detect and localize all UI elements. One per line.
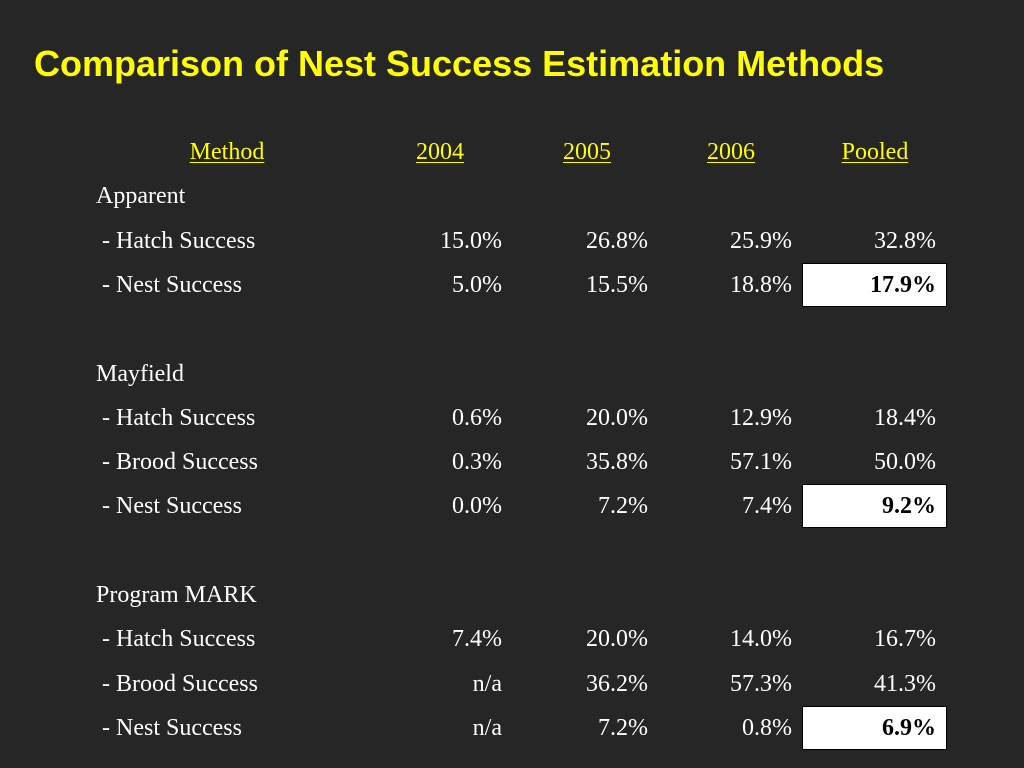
row-label: - Brood Success <box>96 449 258 476</box>
group-label: Mayfield <box>96 360 184 387</box>
table-cell: 7.2% <box>598 714 648 741</box>
table-cell: 57.3% <box>730 670 792 697</box>
table-cell: 0.8% <box>742 714 792 741</box>
pooled-nest-success-value: 9.2% <box>882 493 936 520</box>
pooled-nest-success-value: 6.9% <box>882 714 936 741</box>
table-cell: 36.2% <box>586 670 648 697</box>
table-cell: 16.7% <box>874 626 936 653</box>
pooled-nest-success-value: 17.9% <box>870 271 936 298</box>
table-cell: 0.6% <box>452 404 502 431</box>
row-label: - Brood Success <box>96 670 258 697</box>
table-cell: 20.0% <box>586 404 648 431</box>
table-cell: 12.9% <box>730 404 792 431</box>
column-header: 2005 <box>563 139 611 165</box>
row-label: - Hatch Success <box>96 626 256 653</box>
table-cell: 5.0% <box>452 271 502 298</box>
row-label: - Nest Success <box>96 714 242 741</box>
table-cell: 0.3% <box>452 449 502 476</box>
column-header: 2004 <box>416 139 464 165</box>
table-cell: 18.8% <box>730 271 792 298</box>
table-cell: 41.3% <box>874 670 936 697</box>
table-cell: 7.2% <box>598 493 648 520</box>
table-cell: 35.8% <box>586 449 648 476</box>
row-label: - Hatch Success <box>96 227 256 254</box>
highlight-box <box>802 484 947 529</box>
table-cell: 15.0% <box>440 227 502 254</box>
row-label: - Hatch Success <box>96 404 256 431</box>
table-cell: 32.8% <box>874 227 936 254</box>
table-cell: 14.0% <box>730 626 792 653</box>
group-label: Apparent <box>96 183 186 210</box>
slide-title: Comparison of Nest Success Estimation Me… <box>34 43 885 84</box>
table-cell: 7.4% <box>742 493 792 520</box>
highlight-box <box>802 705 947 750</box>
column-header: Method <box>189 139 265 165</box>
row-label: - Nest Success <box>96 271 242 298</box>
table-cell: 50.0% <box>874 449 936 476</box>
column-header: Pooled <box>841 139 909 165</box>
group-label: Program MARK <box>96 582 257 608</box>
table-cell: 0.0% <box>452 493 502 520</box>
highlight-box <box>802 262 947 307</box>
table-cell: 57.1% <box>730 449 792 476</box>
row-label: - Nest Success <box>96 493 242 520</box>
table-cell: 15.5% <box>586 271 648 298</box>
table-cell: 25.9% <box>730 227 792 254</box>
table-cell: n/a <box>472 714 502 741</box>
table-cell: 7.4% <box>452 626 502 653</box>
table-cell: 26.8% <box>586 227 648 254</box>
table-cell: n/a <box>472 670 502 697</box>
column-header: 2006 <box>707 139 755 165</box>
table-cell: 18.4% <box>874 404 936 431</box>
table-cell: 20.0% <box>586 626 648 653</box>
